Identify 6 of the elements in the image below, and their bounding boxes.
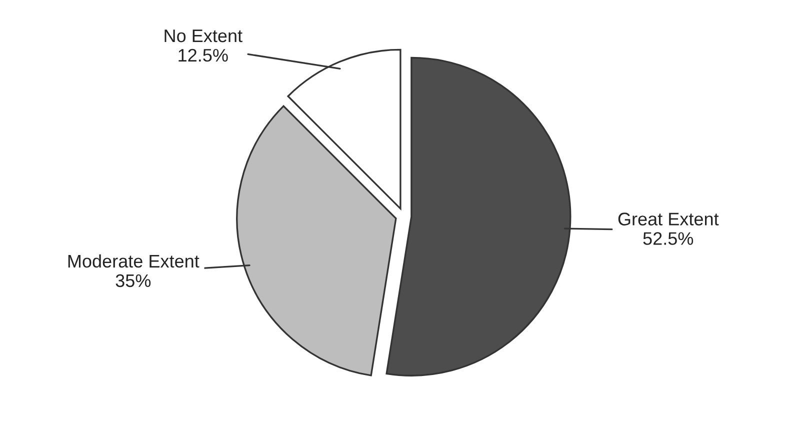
data-label: 35% — [116, 274, 151, 288]
slice-label: Moderate Extent — [68, 254, 200, 268]
data-label: 52.5% — [643, 232, 694, 245]
slice-label: No Extent — [164, 30, 242, 42]
slice-label: Great Extent — [618, 212, 719, 226]
data-label: 12.5% — [178, 48, 228, 62]
